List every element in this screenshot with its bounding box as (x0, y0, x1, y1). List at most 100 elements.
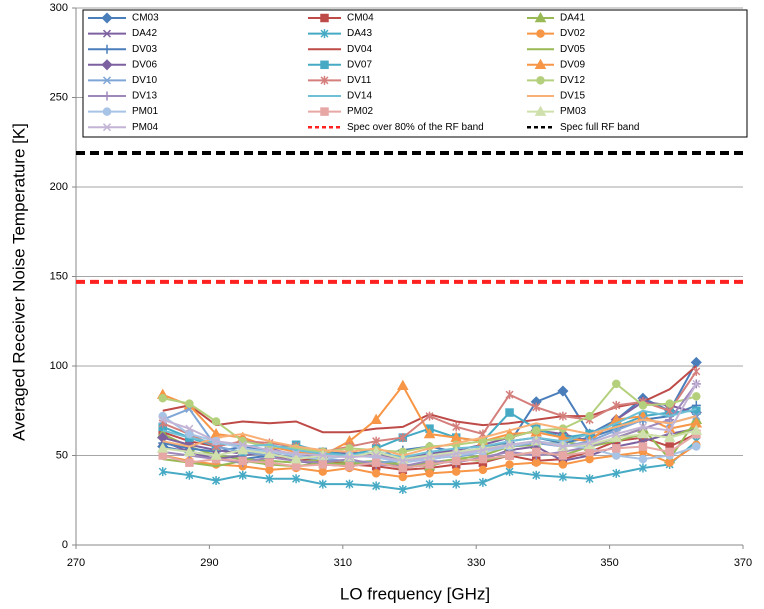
y-axis-title: Averaged Receiver Noise Temperature [K] (9, 123, 28, 441)
legend-label: Spec over 80% of the RF band (347, 122, 484, 133)
legend-marker (102, 123, 112, 132)
marker (531, 458, 541, 467)
marker (185, 399, 194, 408)
legend-marker (320, 60, 329, 70)
marker (478, 477, 487, 487)
legend-marker (534, 58, 547, 70)
legend-marker (534, 11, 547, 23)
y-tick-label: 150 (50, 270, 68, 282)
legend-label: DV03 (132, 44, 157, 55)
marker (397, 379, 409, 390)
marker (638, 401, 648, 410)
marker (238, 440, 247, 449)
marker (638, 463, 647, 473)
series (162, 415, 697, 457)
marker (532, 437, 541, 446)
marker (292, 449, 301, 458)
marker (318, 479, 327, 489)
marker (478, 465, 488, 475)
marker (318, 451, 327, 460)
marker (398, 433, 407, 443)
marker (478, 446, 487, 455)
y-tick-label: 200 (50, 181, 68, 193)
marker (531, 426, 541, 435)
marker (505, 451, 514, 460)
legend-label: DV02 (560, 28, 585, 39)
marker (585, 454, 594, 464)
legend-marker (102, 76, 112, 85)
legend-marker (536, 29, 545, 38)
legend-marker (320, 107, 329, 116)
marker (505, 408, 514, 417)
legend-marker (102, 91, 112, 101)
legend-marker (320, 13, 329, 23)
marker (398, 456, 407, 465)
marker (265, 474, 274, 484)
marker (505, 460, 514, 469)
marker (452, 479, 461, 489)
marker (451, 456, 461, 466)
legend-label: DA43 (347, 28, 372, 39)
marker (158, 467, 167, 477)
marker (478, 454, 488, 464)
series-line (162, 415, 697, 457)
marker (423, 427, 436, 439)
marker (532, 402, 541, 412)
marker (185, 470, 194, 480)
marker (558, 442, 567, 451)
legend-label: DV10 (132, 75, 157, 86)
marker (558, 451, 568, 460)
marker (585, 411, 594, 421)
marker (532, 470, 541, 480)
legend-label: DV09 (560, 59, 585, 70)
marker (238, 456, 247, 466)
legend-marker (320, 29, 329, 39)
marker (505, 440, 514, 449)
marker (398, 485, 407, 495)
marker (185, 458, 194, 467)
marker (665, 426, 674, 435)
legend-label: DA41 (560, 13, 585, 24)
legend-label: DV12 (560, 75, 585, 86)
series (158, 436, 701, 495)
legend-label: DV11 (347, 75, 372, 86)
legend-label: DV04 (347, 44, 372, 55)
marker (156, 442, 169, 453)
marker (372, 451, 381, 460)
y-tick-label: 50 (56, 449, 68, 461)
marker (425, 411, 434, 421)
marker (425, 460, 434, 469)
marker (158, 393, 167, 403)
legend-marker (320, 75, 329, 85)
marker (370, 413, 382, 424)
x-tick-label: 370 (734, 557, 752, 569)
marker (212, 476, 221, 486)
marker (692, 392, 701, 401)
marker (638, 442, 648, 451)
y-tick-label: 250 (50, 91, 68, 103)
y-tick-label: 0 (62, 539, 68, 551)
marker (558, 472, 567, 482)
marker (398, 463, 408, 473)
y-tick-label: 100 (50, 360, 68, 372)
legend-label: DV13 (132, 91, 157, 102)
x-tick-label: 290 (200, 557, 218, 569)
legend-label: DV06 (132, 59, 157, 70)
marker (692, 379, 701, 388)
marker (612, 444, 621, 453)
marker (265, 458, 274, 467)
marker (531, 447, 541, 457)
marker (291, 461, 301, 471)
series (158, 379, 701, 465)
marker (318, 460, 328, 469)
marker (318, 467, 328, 476)
legend-label: CM04 (347, 13, 374, 24)
legend-label: DA42 (132, 28, 157, 39)
legend-label: PM03 (560, 106, 587, 117)
marker (371, 469, 381, 478)
legend-marker (102, 29, 112, 38)
marker (612, 451, 621, 460)
marker (425, 469, 434, 478)
legend-marker (534, 105, 547, 116)
